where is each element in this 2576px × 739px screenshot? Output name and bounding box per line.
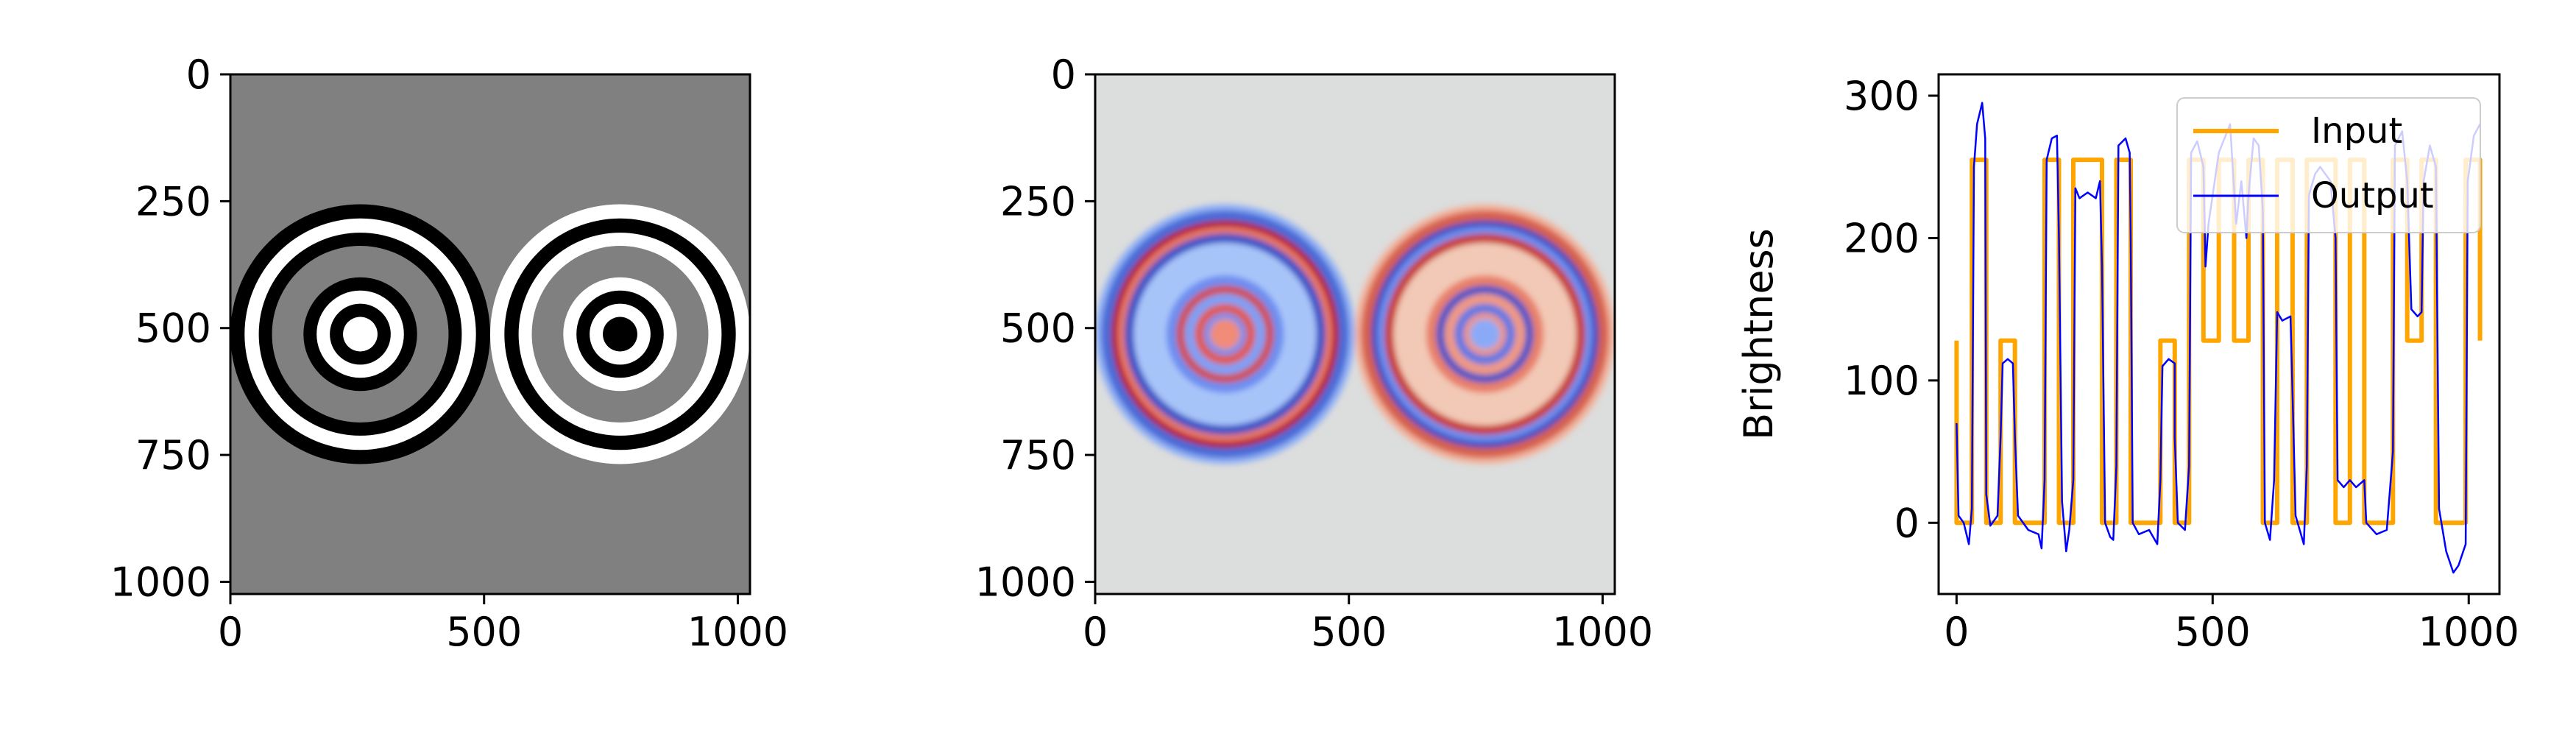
filtered-image-x-ticks: 0 500 1000	[1083, 594, 1653, 655]
input-image-frame	[229, 73, 751, 595]
c-x-tick-label-1: 500	[2175, 609, 2251, 655]
input-circle-1-ring-7	[603, 317, 637, 352]
a-y-tick-label-2: 500	[135, 305, 211, 352]
input-image	[230, 74, 750, 594]
b-y-tick-label-4: 1000	[975, 559, 1076, 605]
profile-frame	[1937, 73, 2501, 595]
input-image-y-ticks: 0 250 500 750 1000	[110, 52, 230, 605]
c-y-tick-label-3: 300	[1844, 73, 1919, 119]
c-y-tick-label-1: 100	[1844, 358, 1919, 404]
b-x-tick-label-1: 500	[1311, 609, 1387, 655]
profile-y-ticks: 0 100 200 300	[1844, 73, 1939, 546]
input-image-x-ticks: 0 500 1000	[218, 594, 788, 655]
c-y-tick-label-0: 0	[1894, 500, 1919, 546]
b-x-tick-label-2: 1000	[1552, 609, 1653, 655]
legend-label-output: Output	[2311, 175, 2434, 216]
a-x-tick-label-0: 0	[218, 609, 243, 655]
profile-y-axis-label: Brightness	[1735, 228, 1782, 440]
b-y-tick-label-2: 500	[1000, 305, 1076, 352]
filtered-image-frame	[1094, 73, 1616, 595]
b-y-tick-label-0: 0	[1051, 52, 1076, 98]
profile-x-ticks: 0 500 1000	[1944, 594, 2519, 655]
b-y-tick-label-1: 250	[1000, 178, 1076, 224]
a-x-tick-label-2: 1000	[687, 609, 788, 655]
series-line-output	[1956, 102, 2481, 574]
filtered-rings	[1095, 204, 1615, 464]
filtered-image	[1095, 74, 1615, 594]
filtered-image-y-ticks: 0 250 500 750 1000	[975, 52, 1095, 605]
c-y-tick-label-2: 200	[1844, 215, 1919, 261]
c-x-tick-label-0: 0	[1944, 609, 1969, 655]
filtered-circle-1-ring-11	[1469, 319, 1501, 350]
profile-legend: Input Output	[2176, 97, 2481, 233]
a-y-tick-label-3: 750	[135, 432, 211, 478]
a-y-tick-label-1: 250	[135, 178, 211, 224]
b-x-tick-label-0: 0	[1083, 609, 1108, 655]
legend-label-input: Input	[2311, 110, 2402, 152]
c-x-tick-label-2: 1000	[2418, 609, 2519, 655]
input-circle-0-ring-7	[343, 317, 378, 352]
profile-panel: 0 500 1000 0 100 200 300 Brightness Input Out…	[1735, 73, 2519, 655]
b-y-tick-label-3: 750	[1000, 432, 1076, 478]
filtered-image-panel: 0 500 1000 0 250 500 750 1000	[975, 52, 1654, 655]
a-y-tick-label-4: 1000	[110, 559, 211, 605]
a-x-tick-label-1: 500	[446, 609, 522, 655]
filtered-circle-0-ring-11	[1209, 319, 1241, 350]
a-y-tick-label-0: 0	[186, 52, 211, 98]
input-image-panel: 0 500 1000 0 250 500 750 1000	[110, 52, 789, 655]
